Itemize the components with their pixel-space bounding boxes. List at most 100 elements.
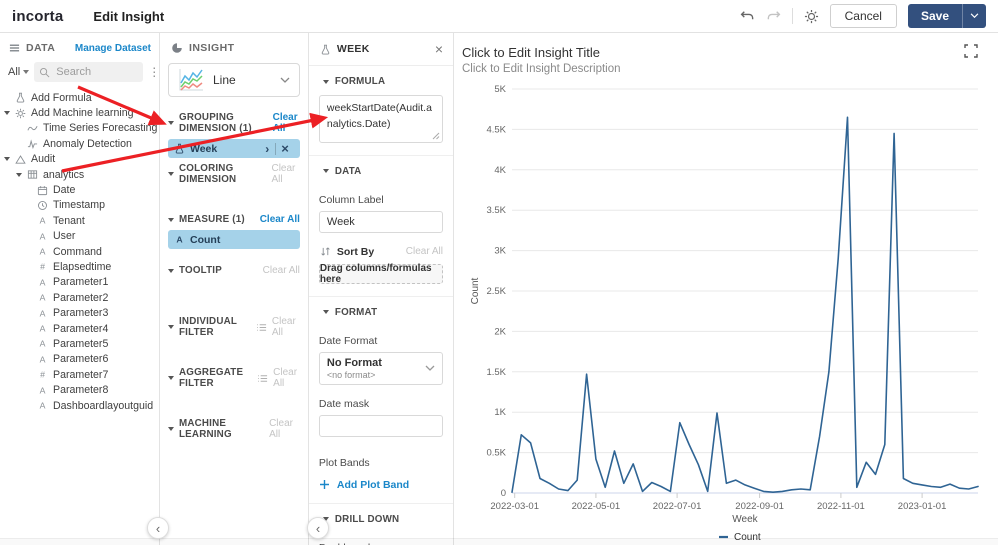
tree-item-elapsedtime[interactable]: # Elapsedtime [0,259,159,274]
tree-item-add-machine-learning[interactable]: Add Machine learning [0,105,159,120]
caret-down-icon[interactable] [168,217,174,222]
search-input[interactable] [54,65,139,79]
undo-icon[interactable] [740,10,755,22]
svg-text:#: # [40,262,45,272]
caret-down-icon[interactable] [322,310,329,314]
pill-remove-icon[interactable]: × [281,141,289,156]
redo-icon[interactable] [766,10,781,22]
format-section-label: FORMAT [334,306,378,318]
tree-item-anomaly-detection[interactable]: Anomaly Detection [0,136,159,151]
svg-text:1K: 1K [494,407,506,418]
column-type-filter[interactable]: All [8,66,30,78]
caret-down-icon[interactable] [4,157,10,162]
gear-icon[interactable] [804,9,819,24]
chart-type-label: Line [213,73,236,87]
chart-type-selector[interactable]: Line [168,63,300,97]
svg-text:A: A [40,278,46,288]
collapse-panel-button[interactable]: ‹ [307,517,329,539]
tree-item-audit[interactable]: Audit [0,152,159,167]
svg-text:A: A [176,235,183,245]
list-icon [256,322,267,333]
svg-text:A: A [40,401,46,411]
svg-text:A: A [40,308,46,318]
caret-down-icon[interactable] [322,79,329,84]
close-icon[interactable]: × [434,41,443,57]
tree-item-dashboardlayoutguid[interactable]: A Dashboardlayoutguid [0,398,159,413]
tree-item-label: Parameter6 [53,353,109,366]
tree-item-add-formula[interactable]: Add Formula [0,90,159,105]
caret-down-icon[interactable] [168,325,174,329]
caret-down-icon[interactable] [322,517,329,521]
save-button-label[interactable]: Save [920,9,949,23]
data-panel: DATA Manage Dataset All ⋮ Add FormulaAdd… [0,33,160,545]
caret-down-icon[interactable] [168,268,174,273]
sort-clear-all: Clear All [405,246,443,257]
clear-all-button[interactable]: Clear All [259,214,300,225]
tree-item-parameter7[interactable]: # Parameter7 [0,367,159,382]
save-dropdown-icon[interactable] [962,4,986,28]
search-box[interactable] [34,62,144,82]
schema-icon [14,153,27,165]
svg-text:Count: Count [734,532,761,543]
resize-handle-icon[interactable] [432,132,440,140]
insight-description[interactable]: Click to Edit Insight Description [462,63,621,75]
data-section-label: DATA [334,165,362,177]
text-icon: A [36,353,49,365]
tree-item-parameter8[interactable]: A Parameter8 [0,382,159,397]
svg-text:3K: 3K [494,246,506,257]
svg-text:A: A [40,293,46,303]
column-label-input[interactable] [318,210,443,233]
tree-item-user[interactable]: A User [0,229,159,244]
add-plot-band-button[interactable]: Add Plot Band [319,479,443,491]
tree-item-label: Audit [31,153,56,166]
manage-dataset-link[interactable]: Manage Dataset [74,42,151,54]
insight-title[interactable]: Click to Edit Insight Title [462,45,600,60]
save-button[interactable]: Save [907,4,986,28]
caret-down-icon[interactable] [168,121,174,125]
fullscreen-icon[interactable] [964,44,978,63]
caret-down-icon[interactable] [4,111,10,116]
cancel-button[interactable]: Cancel [829,4,897,28]
tree-item-label: Date [53,184,76,197]
tree-item-tenant[interactable]: A Tenant [0,213,159,228]
caret-down-icon[interactable] [168,172,174,176]
date-format-label: Date Format [318,334,378,347]
tree-item-command[interactable]: A Command [0,244,159,259]
svg-text:2022-09-01: 2022-09-01 [735,501,784,512]
tree-item-label: Elapsedtime [53,260,112,273]
caret-down-icon[interactable] [168,427,174,431]
tree-item-timestamp[interactable]: Timestamp [0,198,159,213]
tree-item-parameter1[interactable]: A Parameter1 [0,275,159,290]
caret-down-icon[interactable] [322,169,329,173]
tree-item-time-series-forecasting[interactable]: Time Series Forecasting [0,121,159,136]
caret-down-icon[interactable] [168,376,174,380]
date-mask-input[interactable] [318,414,443,437]
text-icon: A [174,234,185,245]
more-options-icon[interactable]: ⋮ [148,65,161,79]
section-machine-learning: MACHINE LEARNING Clear All [160,411,308,462]
formula-editor[interactable]: weekStartDate(Audit.analytics.Date) [318,95,443,143]
collapse-panel-button[interactable]: ‹ [147,517,169,539]
tree-item-parameter3[interactable]: A Parameter3 [0,305,159,320]
tree-item-parameter6[interactable]: A Parameter6 [0,352,159,367]
pill-settings-icon[interactable]: › [265,141,270,156]
text-icon: A [36,384,49,396]
tree-item-analytics[interactable]: analytics [0,167,159,182]
tree-item-parameter2[interactable]: A Parameter2 [0,290,159,305]
tree-item-label: Parameter7 [53,368,109,381]
tree-item-parameter4[interactable]: A Parameter4 [0,321,159,336]
ml-icon [14,107,27,119]
caret-down-icon[interactable] [16,172,22,177]
svg-text:2K: 2K [494,326,506,337]
tree-item-parameter5[interactable]: A Parameter5 [0,336,159,351]
sort-drop-zone[interactable]: Drag columns/formulas here [318,263,443,285]
tree-item-date[interactable]: Date [0,182,159,197]
pill-label: Week [190,142,218,155]
date-format-select[interactable]: No Format <no format> [318,351,443,385]
pill-count[interactable]: A Count [168,230,300,249]
clear-all-button[interactable]: Clear All [272,112,298,134]
data-list-icon [8,42,21,54]
drilldown-section-label: DRILL DOWN [334,513,400,525]
divider [791,8,793,24]
svg-text:A: A [40,339,46,349]
